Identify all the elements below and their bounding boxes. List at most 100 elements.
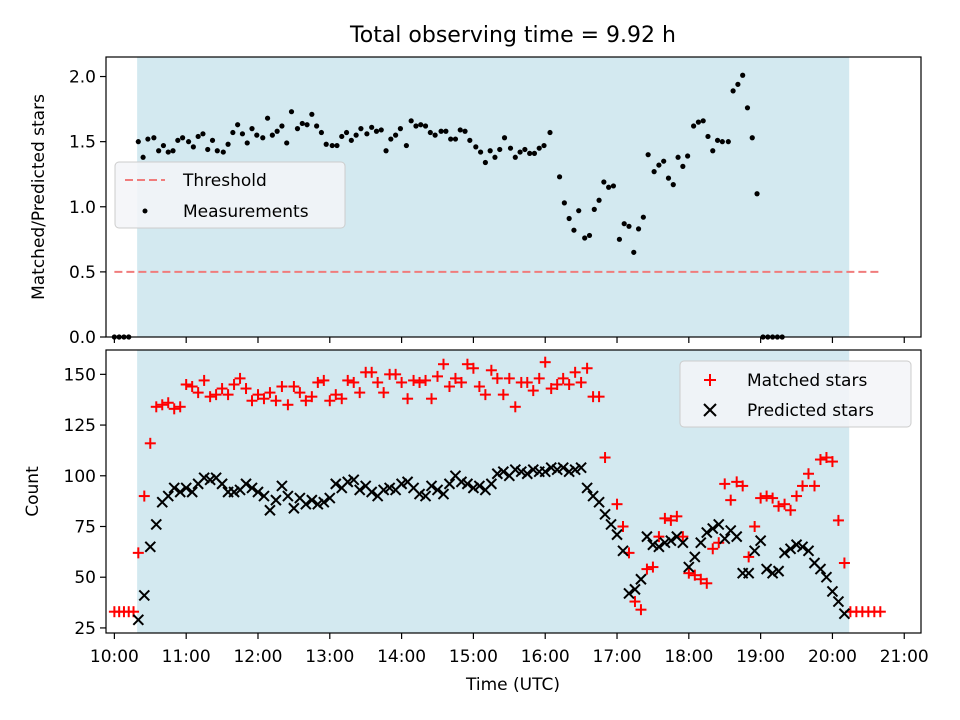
matched-point bbox=[228, 378, 240, 390]
top-y-axis-label: Matched/Predicted stars bbox=[29, 94, 49, 300]
predicted-point bbox=[264, 504, 276, 516]
measurement-point bbox=[473, 144, 479, 150]
matched-point bbox=[629, 596, 641, 608]
predicted-point-b bbox=[820, 571, 833, 583]
predicted-point-b bbox=[497, 466, 510, 478]
matched-point bbox=[324, 395, 336, 407]
predicted-point-b bbox=[443, 478, 456, 490]
x-tick-label: 13:00 bbox=[305, 647, 354, 667]
matched-point bbox=[408, 374, 420, 386]
predicted-point-b bbox=[683, 561, 695, 573]
measurement-point bbox=[249, 126, 255, 132]
predicted-point bbox=[144, 541, 156, 553]
measurement-point bbox=[497, 146, 503, 153]
predicted-point-b bbox=[425, 480, 438, 492]
predicted-point-b bbox=[401, 476, 414, 488]
measurement-point bbox=[214, 148, 220, 154]
measurement-point bbox=[566, 215, 572, 222]
matched-point bbox=[204, 391, 216, 403]
measurement-point bbox=[339, 133, 345, 140]
bottom-legend: Matched stars Predicted stars bbox=[679, 360, 912, 428]
predicted-point-b bbox=[330, 478, 342, 490]
x-tick-label: 18:00 bbox=[664, 647, 713, 667]
predicted-point bbox=[599, 508, 611, 521]
predicted-point-b bbox=[725, 524, 737, 537]
matched-point bbox=[426, 393, 438, 405]
measurement-point bbox=[230, 129, 236, 136]
predicted-point-b bbox=[240, 478, 252, 490]
predicted-point bbox=[282, 490, 294, 502]
predicted-point bbox=[557, 461, 569, 474]
measurement-point bbox=[334, 142, 340, 149]
matched-point bbox=[509, 401, 521, 413]
predicted-point bbox=[754, 534, 767, 547]
predicted-point-b bbox=[216, 478, 228, 490]
predicted-point-b bbox=[617, 545, 629, 557]
predicted-point-b bbox=[270, 494, 282, 506]
measurement-point bbox=[695, 119, 702, 125]
predicted-point bbox=[425, 480, 438, 492]
predicted-point bbox=[276, 480, 288, 492]
predicted-point-b bbox=[575, 461, 587, 474]
matched-point bbox=[773, 500, 785, 512]
measurement-point bbox=[616, 236, 623, 242]
legend-matched-label: Matched stars bbox=[747, 371, 867, 391]
predicted-point bbox=[826, 585, 839, 598]
predicted-point bbox=[593, 496, 605, 508]
measurement-point bbox=[740, 72, 746, 78]
predicted-point bbox=[611, 528, 623, 541]
x-tick-label: 10:00 bbox=[90, 647, 139, 667]
predicted-point bbox=[138, 589, 151, 602]
matched-point bbox=[826, 456, 838, 468]
predicted-point-b bbox=[742, 567, 755, 579]
top-y-tick-label: 2.0 bbox=[69, 68, 96, 88]
measurement-points bbox=[111, 72, 785, 340]
predicted-point-b bbox=[802, 545, 815, 557]
bottom-axes-frame bbox=[105, 349, 922, 634]
predicted-point-b bbox=[461, 478, 474, 490]
predicted-point bbox=[330, 478, 342, 490]
matched-point bbox=[725, 494, 737, 506]
predicted-point bbox=[162, 490, 174, 502]
measurement-point bbox=[700, 118, 706, 124]
matched-point bbox=[832, 514, 844, 526]
measurement-point bbox=[735, 81, 741, 87]
predicted-point-b bbox=[162, 490, 174, 502]
matched-point bbox=[437, 358, 449, 370]
predicted-point bbox=[443, 478, 456, 490]
measurement-point bbox=[501, 135, 508, 141]
measurement-point bbox=[244, 140, 250, 146]
predicted-point-b bbox=[629, 583, 641, 596]
measurement-point bbox=[200, 131, 206, 137]
matched-point bbox=[240, 383, 252, 395]
measurement-point bbox=[323, 141, 329, 147]
measurement-point bbox=[314, 123, 320, 129]
predicted-point-b bbox=[419, 490, 432, 502]
measurement-point bbox=[512, 154, 518, 160]
matched-point bbox=[264, 387, 276, 399]
measurement-point bbox=[725, 139, 731, 145]
predicted-point-b bbox=[210, 472, 222, 484]
predicted-point bbox=[695, 537, 707, 549]
predicted-point bbox=[348, 474, 360, 486]
matched-point bbox=[749, 520, 761, 532]
measurement-point bbox=[369, 124, 375, 130]
measurement-point bbox=[225, 141, 231, 147]
measurement-point bbox=[691, 123, 697, 129]
predicted-point-b bbox=[407, 482, 420, 494]
matched-point bbox=[791, 490, 803, 502]
matched-point bbox=[312, 376, 324, 388]
predicted-point-b bbox=[485, 478, 498, 490]
predicted-point-b bbox=[348, 474, 360, 486]
predicted-point-b bbox=[168, 482, 180, 494]
measurement-point bbox=[610, 183, 617, 189]
matched-point bbox=[485, 364, 497, 376]
matched-points bbox=[108, 356, 886, 618]
predicted-point bbox=[719, 532, 731, 545]
predicted-point bbox=[168, 482, 180, 494]
matched-point bbox=[551, 378, 563, 390]
matched-point bbox=[467, 362, 479, 374]
predicted-point bbox=[174, 486, 186, 498]
measurement-point bbox=[318, 129, 325, 136]
top-y-ticks: 0.0 0.5 1.0 1.5 2.0 bbox=[69, 68, 106, 348]
